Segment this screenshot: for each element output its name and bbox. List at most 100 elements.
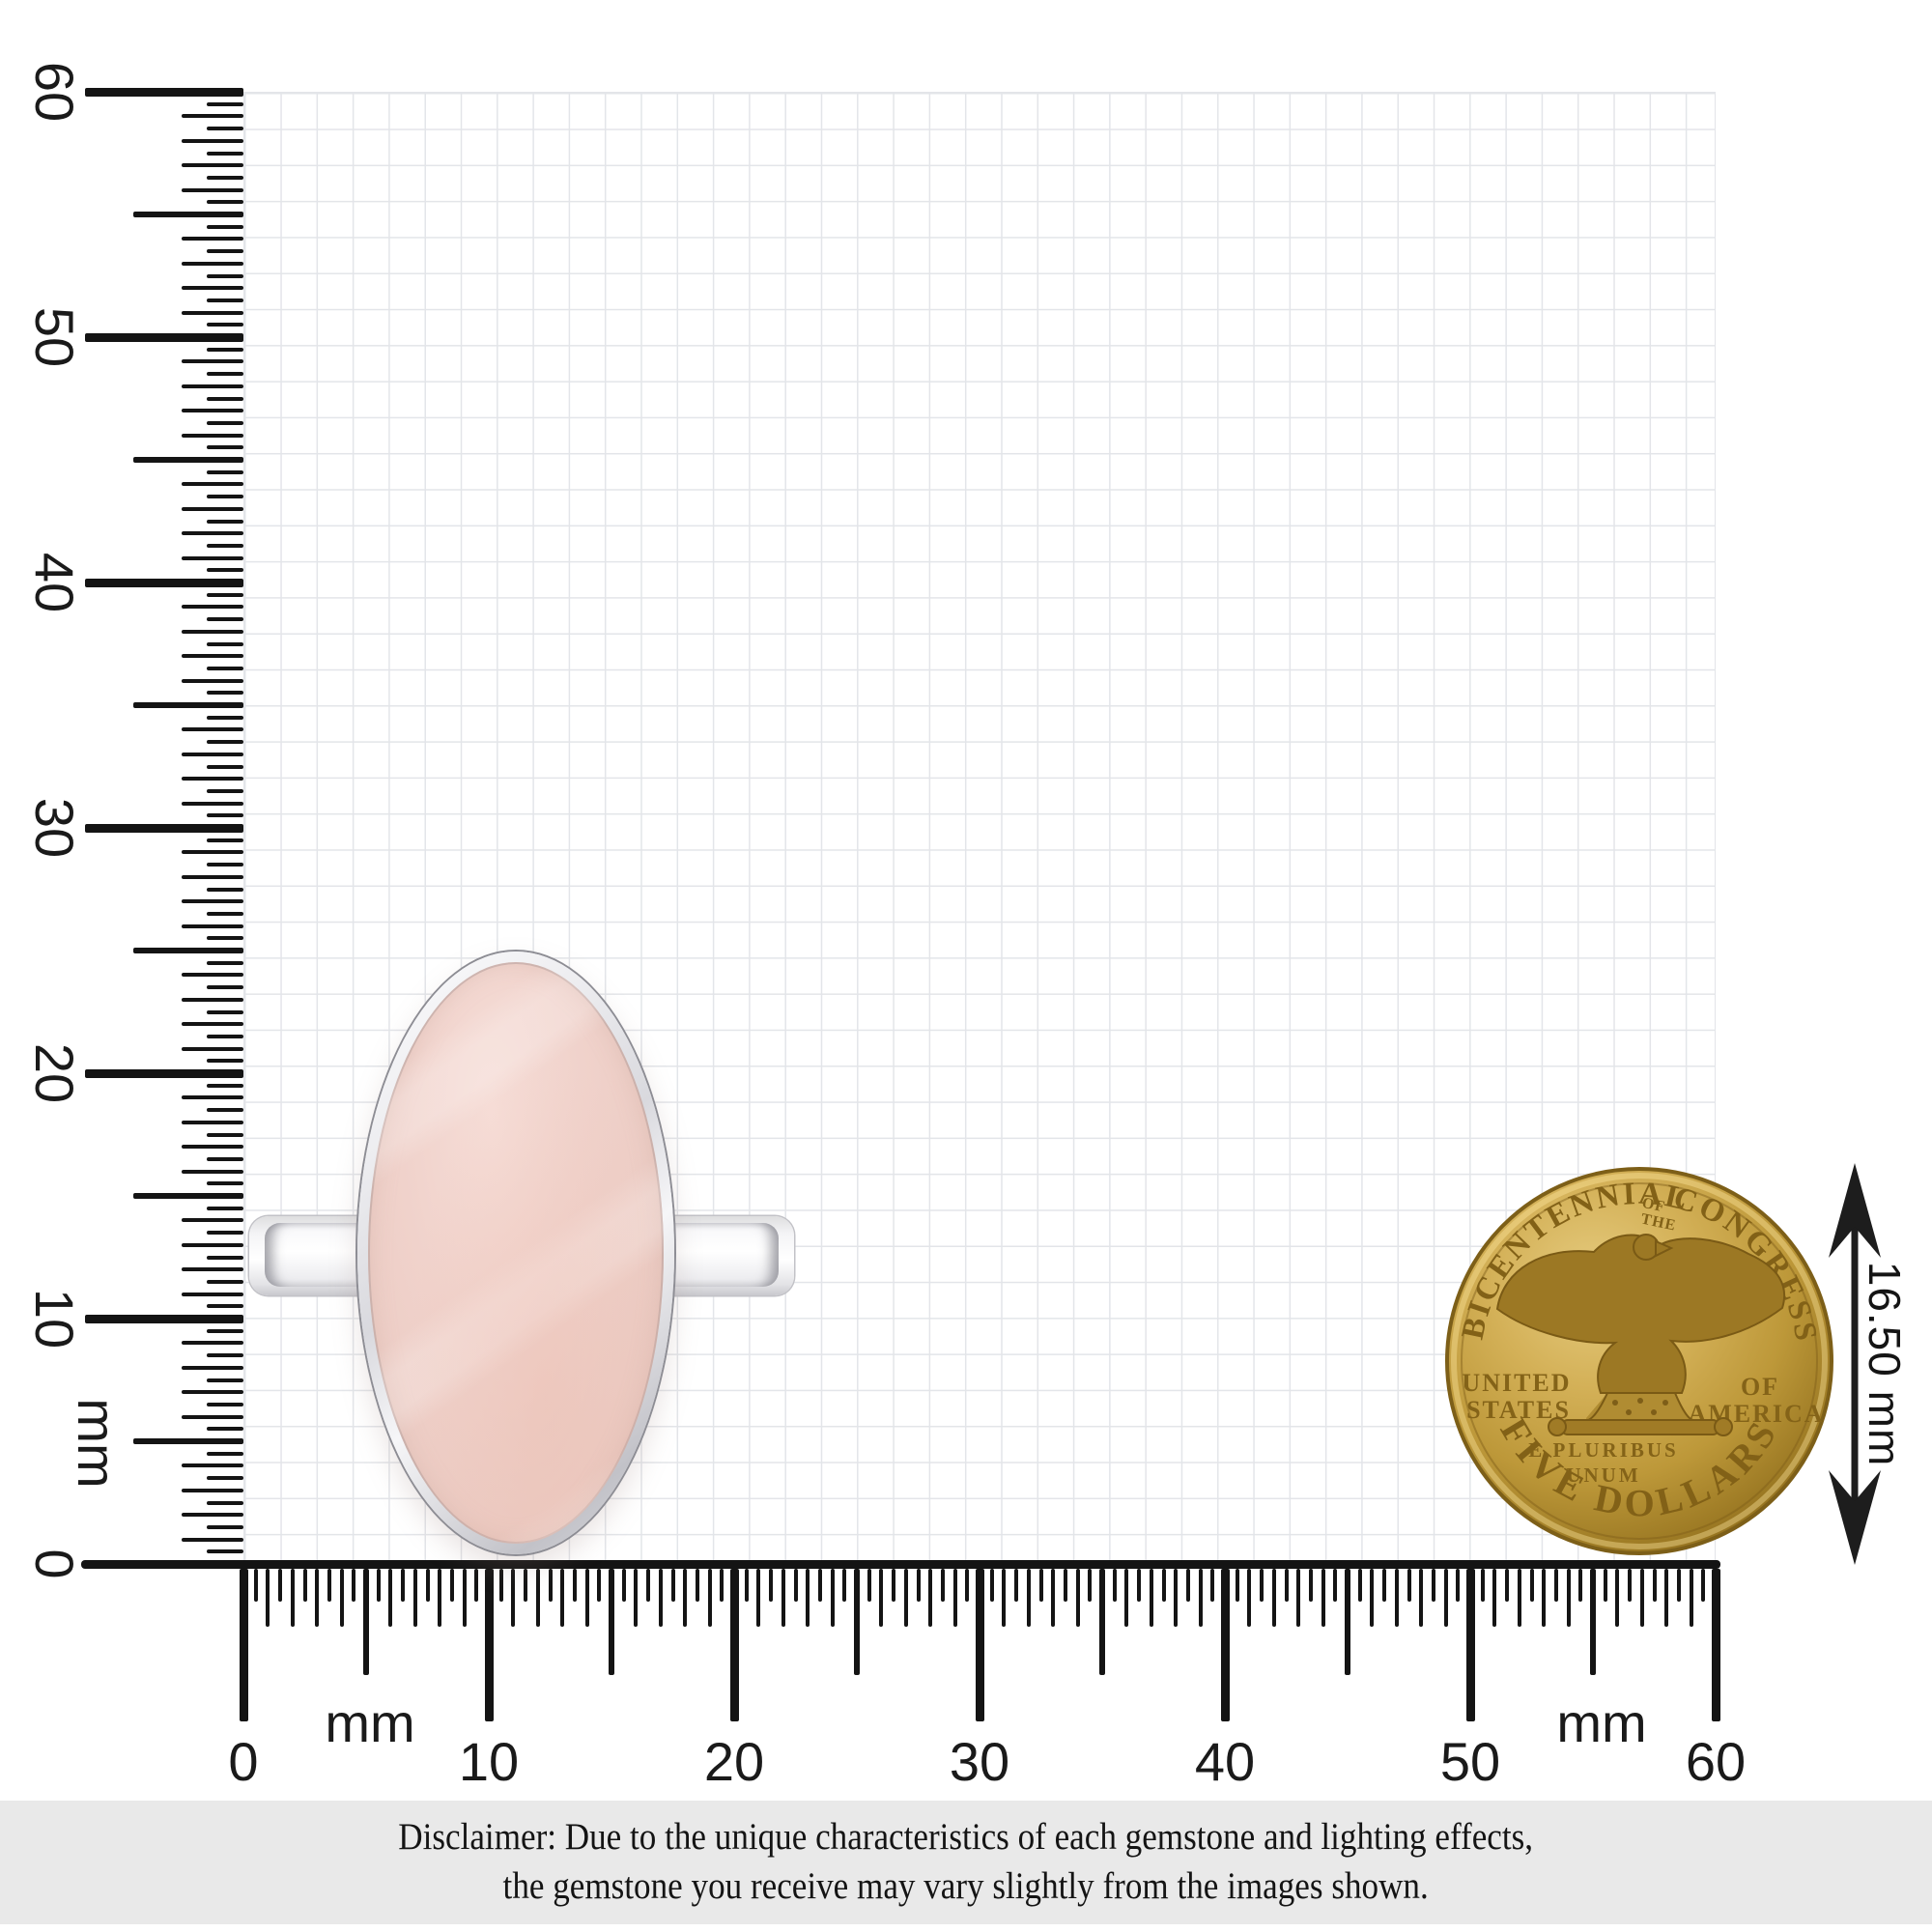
ruler-tick — [182, 1292, 243, 1296]
arrow-head-up — [1829, 1163, 1881, 1258]
ruler-tick — [315, 1569, 320, 1627]
ruler-tick — [207, 298, 243, 302]
ruler-tick — [266, 1569, 270, 1627]
ruler-tick — [85, 823, 243, 833]
ruler-tick — [1542, 1569, 1547, 1627]
ruler-tick — [449, 1569, 454, 1602]
ruler-tick — [1026, 1569, 1031, 1627]
ruler-tick — [524, 1569, 528, 1602]
ruler-tick — [1333, 1569, 1338, 1602]
ruler-tick — [916, 1569, 921, 1602]
ruler-tick — [278, 1569, 283, 1602]
ruler-tick — [207, 1402, 243, 1406]
ruler-tick — [182, 1046, 243, 1051]
ruler-tick — [182, 899, 243, 904]
ruler-tick — [1235, 1569, 1239, 1602]
ruler-tick — [695, 1569, 699, 1602]
ruler-tick — [182, 1218, 243, 1223]
vertical-ruler-number: 60 — [24, 61, 85, 123]
ruler-tick — [1002, 1569, 1007, 1627]
ruler-tick — [133, 702, 243, 708]
ruler-tick — [584, 1569, 589, 1627]
ruler-tick — [352, 1569, 356, 1602]
ruler-tick — [207, 985, 243, 990]
ruler-tick — [756, 1569, 761, 1627]
ruler-tick — [207, 1279, 243, 1284]
ruler-tick — [1296, 1569, 1301, 1627]
ruler-tick — [339, 1569, 344, 1627]
ruler-tick — [781, 1569, 785, 1627]
ruler-tick — [989, 1569, 994, 1602]
ruler-tick — [207, 863, 243, 867]
ruler-tick — [1492, 1569, 1497, 1627]
ruler-tick — [1689, 1569, 1693, 1627]
ruler-tick — [1124, 1569, 1129, 1627]
ruler-tick — [1014, 1569, 1019, 1602]
ruler-tick — [1260, 1569, 1264, 1602]
ruler-tick — [1456, 1569, 1461, 1602]
ruler-tick — [207, 396, 243, 401]
ruler-tick — [207, 1231, 243, 1236]
ruler-tick — [182, 1169, 243, 1174]
ruler-tick — [85, 578, 243, 587]
ruler-tick — [560, 1569, 565, 1627]
ruler-tick — [940, 1569, 945, 1602]
coin-text-of: OF — [1741, 1373, 1779, 1401]
ruler-tick — [182, 777, 243, 781]
ruler-tick — [363, 1569, 369, 1675]
ruler-tick — [207, 1378, 243, 1382]
ruler-tick — [1652, 1569, 1657, 1602]
ruler-tick — [793, 1569, 798, 1602]
ruler-tick — [207, 641, 243, 646]
ruler-tick — [207, 273, 243, 278]
ruler-tick — [1553, 1569, 1558, 1602]
ruler-tick — [207, 568, 243, 573]
ruler-tick — [207, 1034, 243, 1038]
horizontal-ruler-baseline — [81, 1560, 1720, 1569]
ruler-tick — [928, 1569, 933, 1627]
ruler-tick — [879, 1569, 884, 1627]
ruler-tick — [182, 678, 243, 683]
horizontal-ruler-number: 10 — [458, 1731, 520, 1792]
vertical-ruler-number: 50 — [24, 306, 85, 368]
ruler-tick — [207, 960, 243, 965]
ruler-tick — [182, 1537, 243, 1542]
ruler-tick — [207, 151, 243, 156]
ruler-tick — [634, 1569, 639, 1627]
ruler-tick — [817, 1569, 822, 1602]
ruler-tick — [182, 163, 243, 168]
ruler-tick — [207, 1156, 243, 1161]
ruler-tick — [207, 1181, 243, 1186]
ruler-tick — [207, 1476, 243, 1481]
ruler-tick — [401, 1569, 406, 1602]
vertical-ruler-number: 0 — [24, 1548, 85, 1579]
ruler-tick — [182, 727, 243, 732]
ring-band-right — [667, 1216, 794, 1295]
ruler-tick — [1431, 1569, 1435, 1602]
ruler-tick — [182, 973, 243, 978]
ruler-tick — [182, 310, 243, 315]
ruler-tick — [182, 850, 243, 855]
ruler-tick — [1063, 1569, 1067, 1602]
ruler-tick — [182, 605, 243, 610]
ring-band-left-inner — [265, 1223, 359, 1287]
ruler-tick — [133, 1193, 243, 1199]
ruler-tick — [1284, 1569, 1289, 1602]
ruler-tick — [1112, 1569, 1117, 1602]
ruler-tick — [1711, 1569, 1720, 1721]
ruler-tick — [207, 764, 243, 769]
ruler-tick — [182, 555, 243, 560]
horizontal-ruler-number: 20 — [703, 1731, 765, 1792]
ruler-tick — [1578, 1569, 1583, 1602]
ruler-tick — [720, 1569, 724, 1602]
ruler-tick — [1419, 1569, 1424, 1627]
ruler-tick — [462, 1569, 467, 1627]
ruler-tick — [548, 1569, 553, 1602]
ruler-tick — [207, 1328, 243, 1333]
ruler-tick — [769, 1569, 774, 1602]
ruler-tick — [85, 1068, 243, 1078]
ruler-tick — [182, 923, 243, 928]
ruler-tick — [597, 1569, 602, 1602]
ruler-tick — [182, 531, 243, 536]
ruler-tick — [1345, 1569, 1350, 1675]
